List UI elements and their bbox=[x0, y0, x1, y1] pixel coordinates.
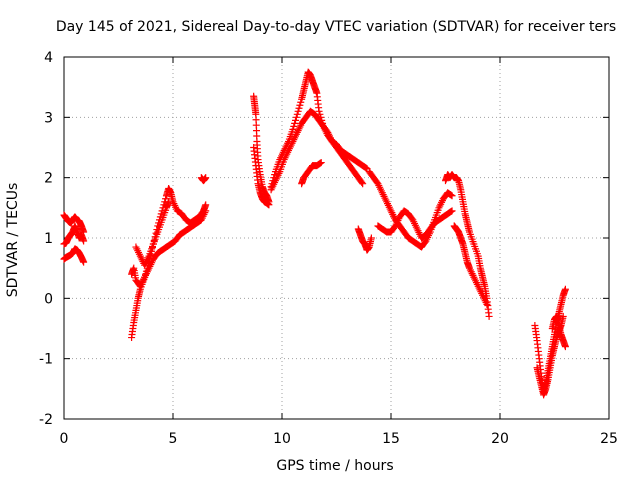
data-series bbox=[60, 211, 88, 236]
data-point bbox=[561, 343, 569, 351]
data-series bbox=[132, 198, 173, 269]
data-point bbox=[291, 119, 299, 127]
x-tick-label: 0 bbox=[60, 431, 69, 447]
data-series bbox=[533, 312, 567, 399]
data-series bbox=[374, 207, 456, 242]
data-series bbox=[354, 225, 375, 254]
y-tick-label: 1 bbox=[44, 231, 53, 247]
data-series bbox=[450, 222, 491, 308]
x-axis-label: GPS time / hours bbox=[276, 458, 393, 474]
data-series bbox=[298, 159, 325, 188]
y-tick-label: -2 bbox=[39, 412, 53, 428]
data-point bbox=[202, 174, 210, 182]
y-tick-label: -1 bbox=[39, 352, 53, 368]
x-tick-labels: 0 5 10 15 20 25 bbox=[60, 431, 618, 447]
data-point bbox=[265, 201, 273, 209]
data-point bbox=[448, 192, 456, 200]
data-point bbox=[294, 107, 302, 115]
x-tick-label: 5 bbox=[169, 431, 178, 447]
data-series bbox=[442, 171, 493, 320]
data-series bbox=[60, 245, 88, 266]
data-series bbox=[267, 68, 371, 191]
data-point bbox=[165, 198, 173, 206]
data-point bbox=[80, 258, 88, 266]
y-axis-label: SDTVAR / TECUs bbox=[5, 183, 21, 298]
data-series bbox=[128, 207, 210, 290]
data-point bbox=[290, 122, 298, 130]
y-tick-labels: -2 -1 0 1 2 3 4 bbox=[39, 50, 53, 428]
data-point bbox=[315, 107, 323, 115]
data-series bbox=[197, 174, 210, 185]
data-point bbox=[202, 207, 210, 215]
data-series bbox=[60, 222, 88, 248]
x-tick-label: 15 bbox=[382, 431, 400, 447]
data-point bbox=[80, 237, 88, 245]
data-point bbox=[447, 191, 455, 199]
x-tick-label: 25 bbox=[600, 431, 618, 447]
data-point bbox=[317, 159, 325, 167]
x-tick-label: 20 bbox=[491, 431, 509, 447]
data-series bbox=[250, 144, 273, 209]
data-point bbox=[447, 207, 455, 215]
data-point bbox=[483, 300, 491, 308]
data-series bbox=[267, 107, 367, 194]
y-tick-label: 4 bbox=[44, 50, 53, 66]
data-markers bbox=[60, 68, 569, 399]
data-point bbox=[296, 101, 304, 109]
data-point bbox=[292, 113, 300, 121]
data-point bbox=[297, 98, 305, 106]
x-tick-label: 10 bbox=[273, 431, 291, 447]
data-point bbox=[362, 164, 370, 172]
y-tick-label: 3 bbox=[44, 110, 53, 126]
data-series bbox=[548, 312, 569, 351]
data-point bbox=[448, 207, 456, 215]
data-point bbox=[485, 312, 493, 320]
data-point bbox=[367, 234, 375, 242]
data-point bbox=[293, 110, 301, 118]
data-point bbox=[359, 180, 367, 188]
data-series bbox=[365, 168, 456, 251]
data-point bbox=[561, 285, 569, 293]
data-point bbox=[316, 159, 324, 167]
y-tick-label: 2 bbox=[44, 171, 53, 187]
data-point bbox=[202, 201, 210, 209]
data-point bbox=[162, 195, 170, 203]
grid-lines bbox=[64, 57, 609, 419]
data-point bbox=[289, 125, 297, 133]
data-point bbox=[295, 104, 303, 112]
data-point bbox=[358, 178, 366, 186]
chart-title: Day 145 of 2021, Sidereal Day-to-day VTE… bbox=[56, 19, 616, 35]
y-tick-label: 0 bbox=[44, 291, 53, 307]
data-point bbox=[559, 312, 567, 320]
data-point bbox=[292, 116, 300, 124]
